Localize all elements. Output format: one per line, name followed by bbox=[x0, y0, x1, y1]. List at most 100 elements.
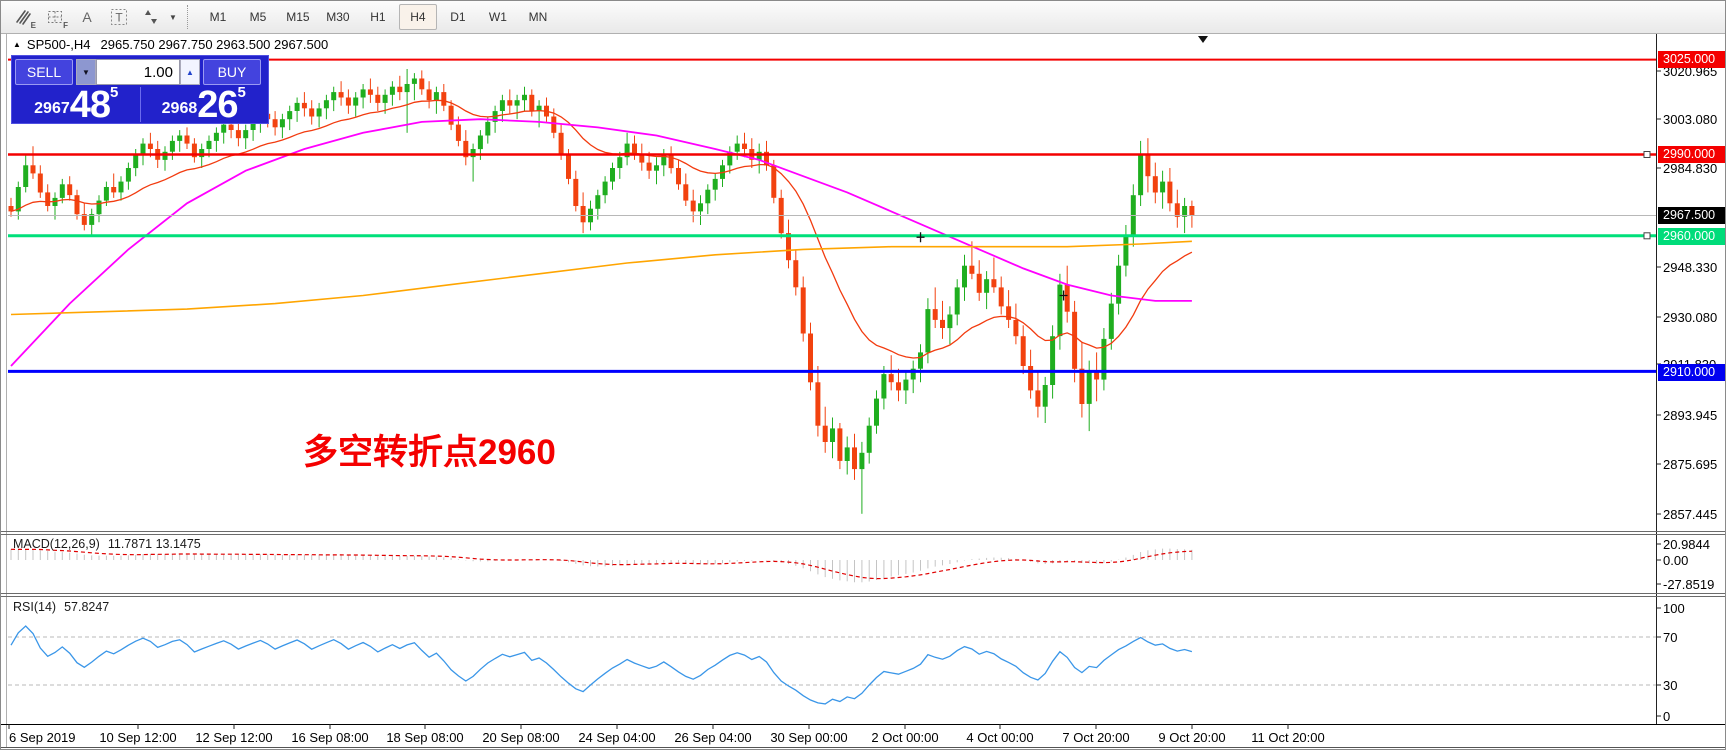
sell-price-prefix: 2967 bbox=[34, 100, 70, 117]
time-tick-label: 10 Sep 12:00 bbox=[99, 730, 177, 745]
time-axis[interactable]: 6 Sep 2019 10 Sep 12:00 12 Sep 12:00 16 Sep… bbox=[1, 728, 1725, 749]
collapse-arrow-icon[interactable]: ▲ bbox=[13, 40, 21, 49]
cross-markers bbox=[916, 232, 1068, 301]
price-tick-label: 2930.080 bbox=[1663, 310, 1718, 325]
price-tick-label: 2948.330 bbox=[1663, 260, 1718, 275]
sell-button[interactable]: SELL bbox=[15, 59, 73, 85]
sell-price-quote[interactable]: 2967 48 5 bbox=[15, 84, 138, 124]
trade-panel-quotes: 2967 48 5 2968 26 5 bbox=[15, 84, 266, 126]
volume-increase-button[interactable]: ▲ bbox=[180, 59, 200, 85]
symbol-title: SP500-,H4 bbox=[26, 37, 91, 52]
rsi-value: 57.8247 bbox=[64, 600, 110, 614]
time-tick-label: 18 Sep 08:00 bbox=[386, 730, 464, 745]
buy-price-quote[interactable]: 2968 26 5 bbox=[143, 84, 266, 126]
time-tick-label: 16 Sep 08:00 bbox=[291, 730, 369, 745]
chart-window: ▲ SP500-,H4 2965.750 2967.750 2963.500 296… bbox=[1, 34, 1726, 750]
chart-canvas[interactable] bbox=[1, 34, 1726, 750]
time-tick-label: 9 Oct 20:00 bbox=[1158, 730, 1226, 745]
time-tick-label: 11 Oct 20:00 bbox=[1251, 730, 1325, 745]
volume-decrease-button[interactable]: ▼ bbox=[76, 59, 96, 85]
ma-mid[interactable] bbox=[10, 118, 1192, 367]
cross-marker[interactable] bbox=[916, 232, 925, 243]
price-badge: 2967.500 bbox=[1658, 207, 1725, 224]
price-axis[interactable]: 3020.965 3003.080 2984.830 2948.330 2930.080… bbox=[1657, 34, 1725, 749]
macd-plot bbox=[10, 548, 1193, 583]
rsi-indicator-label: RSI(14) 57.8247 bbox=[13, 600, 109, 614]
buy-price-prefix: 2968 bbox=[161, 100, 198, 117]
indicator-tick-label: 0 bbox=[1663, 709, 1671, 724]
arrange-tool-icon[interactable] bbox=[137, 4, 165, 30]
expert-hatch-icon-badge: E bbox=[30, 21, 36, 30]
time-tick-label: 20 Sep 08:00 bbox=[482, 730, 560, 745]
macd-indicator-label: MACD(12,26,9) 11.7871 13.1475 bbox=[13, 537, 201, 551]
timeframe-button-h1[interactable]: H1 bbox=[370, 10, 386, 24]
toolbar-separator bbox=[186, 5, 189, 29]
ohlc-values: 2965.750 2967.750 2963.500 2967.500 bbox=[100, 37, 329, 52]
cross-marker[interactable] bbox=[1059, 290, 1068, 301]
indicator-tick-label: 20.9844 bbox=[1663, 537, 1710, 552]
drawing-tools-toolbar: E F A T ▼ bbox=[9, 4, 181, 30]
indicator-tick-label: 70 bbox=[1663, 630, 1678, 645]
time-tick-label: 26 Sep 04:00 bbox=[674, 730, 752, 745]
time-tick-label: 12 Sep 12:00 bbox=[195, 730, 273, 745]
timeframe-button-m5[interactable]: M5 bbox=[249, 10, 267, 24]
price-tick-label: 2893.945 bbox=[1663, 408, 1718, 423]
horizontal-level-lines bbox=[8, 58, 1657, 373]
ma-slow[interactable] bbox=[10, 240, 1192, 316]
grid-fibo-icon-badge: F bbox=[63, 21, 68, 30]
trade-panel-divider bbox=[139, 87, 141, 122]
indicator-tick-label: 100 bbox=[1663, 601, 1685, 616]
sell-price-sup: 5 bbox=[110, 84, 119, 101]
buy-price-sup: 5 bbox=[237, 84, 246, 101]
dropdown-caret-icon[interactable]: ▼ bbox=[169, 12, 177, 22]
chart-header: ▲ SP500-,H4 2965.750 2967.750 2963.500 296… bbox=[13, 37, 328, 52]
hline-handle[interactable] bbox=[1643, 151, 1651, 158]
timeframe-toolbar: M1 M5 M15 M30 H1 H4 D1 W1 MN bbox=[199, 4, 557, 30]
timeframe-button-d1[interactable]: D1 bbox=[450, 10, 466, 24]
chart-text-annotation: 多空转折点2960 bbox=[303, 433, 556, 472]
timeframe-button-m15[interactable]: M15 bbox=[286, 10, 310, 24]
price-badge: 3025.000 bbox=[1658, 51, 1725, 68]
buy-price-big: 26 bbox=[197, 84, 238, 126]
time-tick-label: 6 Sep 2019 bbox=[9, 730, 76, 745]
indicator-tick-label: -27.8519 bbox=[1663, 577, 1715, 592]
indicator-tick-label: 30 bbox=[1663, 678, 1678, 693]
price-tick-label: 3003.080 bbox=[1663, 112, 1718, 127]
trade-panel-controls: SELL ▼ ▲ BUY bbox=[15, 59, 265, 85]
timeframe-button-m30[interactable]: M30 bbox=[326, 10, 350, 24]
expert-hatch-icon[interactable]: E bbox=[9, 4, 37, 30]
rsi-name: RSI(14) bbox=[13, 600, 57, 614]
price-tick-label: 2984.830 bbox=[1663, 161, 1718, 176]
grid-fibo-icon[interactable]: F bbox=[41, 4, 69, 30]
caret-down-icon: ▼ bbox=[82, 67, 90, 77]
price-tick-label: 2857.445 bbox=[1663, 507, 1718, 522]
time-tick-label: 4 Oct 00:00 bbox=[966, 730, 1034, 745]
buy-button[interactable]: BUY bbox=[203, 59, 261, 85]
price-badge: 2990.000 bbox=[1658, 146, 1725, 163]
textbox-tool-icon[interactable]: T bbox=[105, 4, 133, 30]
caret-up-icon: ▲ bbox=[186, 67, 194, 77]
timeframe-button-mn[interactable]: MN bbox=[528, 10, 548, 24]
time-tick-label: 30 Sep 00:00 bbox=[770, 730, 848, 745]
time-tick-label: 2 Oct 00:00 bbox=[871, 730, 939, 745]
hline-handle[interactable] bbox=[1643, 232, 1651, 240]
chart-shift-marker-icon[interactable] bbox=[1198, 36, 1208, 43]
panel-frame bbox=[1, 34, 1725, 748]
svg-text:T: T bbox=[115, 11, 123, 25]
toolbar: E F A T ▼ M1 M5 M15 M30 H1 H4 D1 W1 MN bbox=[1, 1, 1725, 34]
price-badge: 2910.000 bbox=[1658, 364, 1725, 381]
volume-input[interactable] bbox=[96, 59, 180, 85]
rsi-plot bbox=[8, 625, 1656, 705]
text-tool-icon[interactable]: A bbox=[73, 4, 101, 30]
timeframe-button-w1[interactable]: W1 bbox=[488, 10, 507, 24]
moving-averages bbox=[10, 99, 1193, 367]
timeframe-button-h4[interactable]: H4 bbox=[398, 4, 437, 30]
ma-fast[interactable] bbox=[10, 99, 1193, 359]
timeframe-button-m1[interactable]: M1 bbox=[209, 10, 227, 24]
macd-name: MACD(12,26,9) bbox=[13, 537, 100, 551]
time-tick-label: 24 Sep 04:00 bbox=[578, 730, 656, 745]
svg-text:A: A bbox=[82, 9, 92, 25]
candlestick-series bbox=[8, 69, 1195, 514]
